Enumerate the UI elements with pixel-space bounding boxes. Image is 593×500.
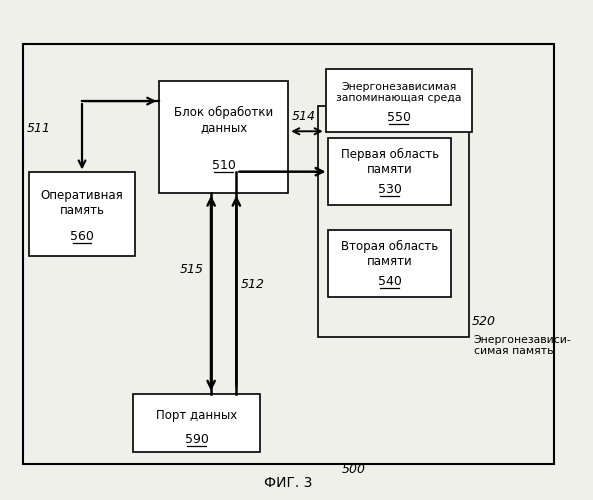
Text: Вторая область
памяти: Вторая область памяти: [341, 240, 438, 268]
Text: 512: 512: [241, 278, 265, 290]
Bar: [133, 394, 260, 452]
Bar: [329, 230, 451, 297]
Text: 560: 560: [70, 230, 94, 243]
Text: Оперативная
память: Оперативная память: [41, 188, 123, 216]
Text: 550: 550: [387, 112, 411, 124]
Text: 590: 590: [184, 433, 208, 446]
Text: Первая область
памяти: Первая область памяти: [340, 148, 439, 176]
Text: 540: 540: [378, 276, 401, 288]
Text: Блок обработки
данных: Блок обработки данных: [174, 106, 273, 134]
Text: 511: 511: [27, 122, 51, 135]
Text: 515: 515: [180, 264, 203, 276]
Bar: [318, 106, 469, 337]
Bar: [329, 138, 451, 205]
Text: 520: 520: [472, 314, 496, 328]
Text: Энергонезависимая
запоминающая среда: Энергонезависимая запоминающая среда: [336, 82, 461, 104]
Bar: [23, 44, 554, 464]
Bar: [326, 68, 472, 132]
Text: 500: 500: [342, 463, 366, 476]
Bar: [159, 81, 288, 193]
Text: Энергонезависи-
симая память: Энергонезависи- симая память: [474, 334, 572, 356]
Text: ФИГ. 3: ФИГ. 3: [264, 476, 313, 490]
Text: Порт данных: Порт данных: [156, 410, 237, 422]
Text: 514: 514: [292, 110, 315, 124]
Text: 530: 530: [378, 184, 401, 196]
Bar: [29, 172, 135, 256]
Text: 510: 510: [212, 160, 235, 172]
